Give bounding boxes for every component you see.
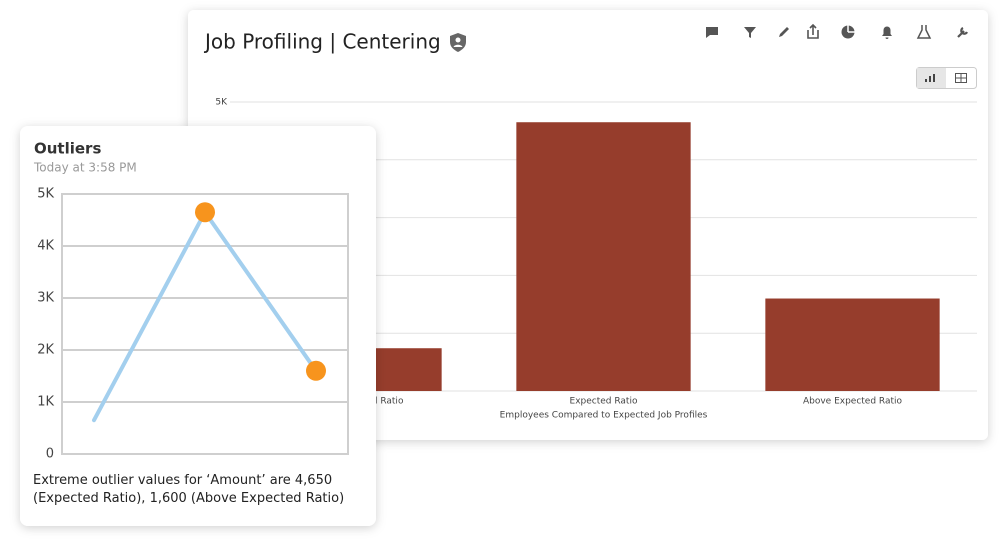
- alert-button[interactable]: [882, 26, 892, 39]
- outlier-marker: [306, 360, 326, 381]
- comment-button[interactable]: [706, 27, 718, 38]
- outliers-card: Outliers Today at 3:58 PM 0 1K 2K 3K 4K 5K Ex…: [20, 126, 376, 526]
- card-title: Job Profiling | Centering: [203, 30, 441, 54]
- edit-button[interactable]: [779, 27, 789, 37]
- y-tick-label: 1K: [37, 395, 54, 410]
- y-tick-label: 5K: [37, 187, 54, 202]
- y-tick-label: 2K: [37, 343, 54, 358]
- chart-view-icon: [925, 74, 935, 82]
- share-button[interactable]: [807, 23, 819, 39]
- y-tick-label: 0: [46, 447, 54, 462]
- x-axis-label: Employees Compared to Expected Job Profi…: [500, 411, 708, 421]
- y-tick-label: 4K: [37, 239, 54, 254]
- chart-view-button[interactable]: [917, 68, 946, 88]
- card-background: [20, 126, 376, 526]
- pie-button[interactable]: [841, 25, 856, 39]
- filter-button[interactable]: [744, 27, 756, 38]
- outlier-marker: [195, 202, 215, 223]
- table-view-button[interactable]: [955, 73, 967, 83]
- bar: [765, 298, 940, 391]
- x-tick-label: Above Expected Ratio: [803, 397, 903, 407]
- card-title: Outliers: [34, 140, 101, 158]
- x-tick-label: Expected Ratio: [570, 397, 638, 407]
- shield-icon: [450, 33, 466, 52]
- note-box: Extreme outlier values for ‘Amount’ are …: [33, 473, 345, 506]
- y-tick-label: 5K: [215, 98, 228, 108]
- card-subtitle: Today at 3:58 PM: [33, 161, 137, 175]
- view-toggle: [916, 67, 977, 89]
- note: Extreme outlier values for ‘Amount’ are …: [33, 473, 345, 506]
- settings-button[interactable]: [957, 27, 968, 38]
- y-tick-label: 3K: [37, 291, 54, 306]
- lab-button[interactable]: [916, 25, 932, 39]
- toolbar: [706, 23, 968, 39]
- bar: [516, 122, 691, 391]
